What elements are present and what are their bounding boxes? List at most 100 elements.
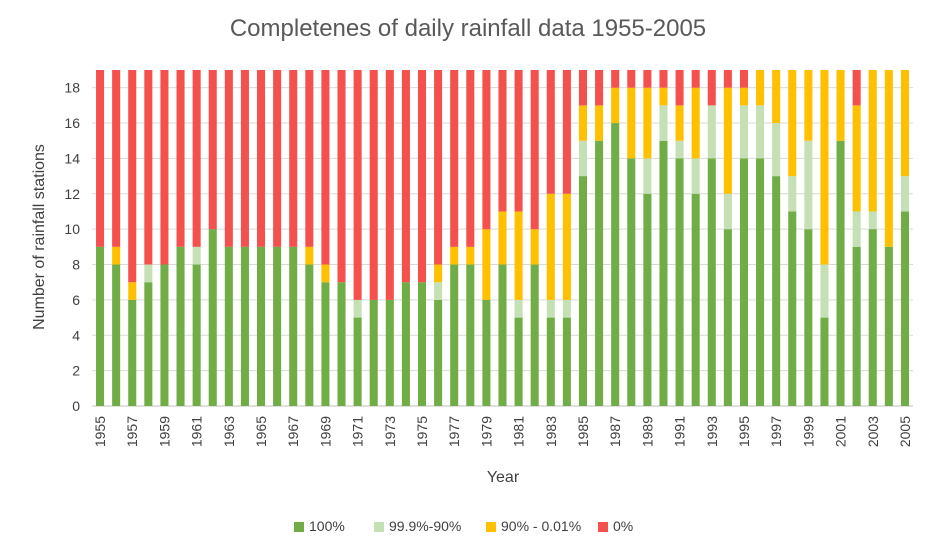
bar-segment	[208, 70, 217, 230]
bar-segment	[434, 264, 443, 283]
bar-segment	[128, 282, 137, 300]
x-axis-ticks: 1955 1957 1959 1961 1963 1965 1967 1969 1971 1973…	[92, 416, 913, 447]
legend-item: 0%	[598, 518, 633, 534]
bar-segment	[353, 299, 362, 318]
x-tick-label: 1987	[607, 416, 623, 447]
bar-segment	[514, 70, 523, 212]
bars	[96, 70, 909, 406]
bar-segment	[434, 70, 443, 265]
bar-segment	[401, 70, 410, 283]
legend-item: 99.9%-90%	[374, 518, 461, 534]
y-tick-label: 14	[64, 150, 80, 166]
x-tick-label: 1975	[414, 416, 430, 447]
bar-segment	[804, 140, 813, 230]
x-tick-label: 1983	[543, 416, 559, 447]
bar-segment	[273, 70, 282, 247]
bar-segment	[643, 158, 652, 194]
bar-segment	[482, 299, 491, 406]
bar-segment	[450, 70, 459, 247]
bar-segment	[691, 158, 700, 194]
bar-segment	[852, 246, 861, 406]
x-tick-label: 1991	[672, 416, 688, 447]
bar-segment	[240, 246, 249, 406]
bar-segment	[900, 176, 909, 212]
bar-segment	[385, 70, 394, 300]
bar-segment	[498, 264, 507, 406]
bar-segment	[417, 70, 427, 283]
bar-segment	[498, 70, 507, 212]
chart-title: Completenes of daily rainfall data 1955-…	[230, 15, 706, 42]
bar-segment	[643, 193, 652, 406]
bar-segment	[788, 211, 797, 406]
bar-segment	[788, 70, 797, 177]
y-tick-label: 12	[64, 186, 80, 202]
bar-segment	[675, 70, 684, 106]
bar-segment	[868, 211, 877, 230]
bar-segment	[546, 317, 555, 406]
bar-segment	[739, 105, 748, 159]
bar-segment	[498, 211, 507, 265]
x-tick-label: 1969	[317, 416, 333, 447]
bar-segment	[112, 246, 121, 265]
bar-segment	[208, 229, 217, 406]
bar-segment	[611, 70, 620, 88]
bar-segment	[900, 70, 909, 177]
bar-segment	[482, 229, 491, 300]
bar-segment	[675, 140, 684, 159]
legend-label: 90% - 0.01%	[501, 518, 581, 534]
bar-segment	[756, 70, 765, 106]
bar-segment	[868, 229, 877, 406]
legend-swatch	[598, 522, 608, 532]
y-tick-label: 6	[72, 292, 80, 308]
bar-segment	[224, 70, 233, 247]
legend-label: 100%	[309, 518, 345, 534]
bar-segment	[240, 70, 249, 247]
bar-segment	[691, 70, 700, 88]
bar-segment	[257, 70, 266, 247]
bar-segment	[128, 70, 137, 283]
bar-segment	[96, 246, 105, 406]
bar-segment	[820, 70, 829, 265]
x-tick-label: 1999	[800, 416, 816, 447]
bar-segment	[176, 70, 185, 247]
y-tick-label: 8	[72, 257, 80, 273]
bar-segment	[144, 70, 153, 265]
y-tick-label: 4	[72, 327, 80, 343]
bar-segment	[772, 176, 781, 406]
bar-segment	[756, 158, 765, 406]
bar-segment	[305, 264, 314, 406]
bar-segment	[772, 123, 781, 177]
x-tick-label: 1993	[704, 416, 720, 447]
legend-swatch	[374, 522, 384, 532]
bar-segment	[852, 211, 861, 247]
x-tick-label: 1995	[736, 416, 752, 447]
bar-segment	[595, 70, 604, 106]
bar-segment	[578, 105, 588, 141]
bar-segment	[160, 264, 169, 406]
bar-segment	[723, 193, 732, 230]
x-axis-label: Year	[487, 469, 520, 486]
bar-segment	[739, 70, 748, 88]
x-tick-label: 1973	[382, 416, 398, 447]
bar-segment	[289, 70, 298, 247]
bar-segment	[369, 70, 378, 300]
y-tick-label: 10	[64, 221, 80, 237]
bar-segment	[739, 87, 748, 106]
legend-item: 100%	[294, 518, 345, 534]
bar-segment	[546, 70, 555, 194]
x-tick-label: 1957	[124, 416, 140, 447]
bar-segment	[160, 70, 169, 265]
bar-segment	[434, 299, 443, 406]
bar-segment	[900, 211, 909, 406]
x-tick-label: 1971	[350, 416, 366, 447]
bar-segment	[305, 246, 314, 265]
bar-segment	[385, 299, 394, 406]
y-tick-label: 16	[64, 115, 80, 131]
bar-segment	[820, 264, 829, 318]
bar-segment	[450, 246, 459, 265]
bar-segment	[546, 299, 555, 318]
bar-segment	[852, 70, 861, 106]
bar-segment	[337, 282, 346, 406]
